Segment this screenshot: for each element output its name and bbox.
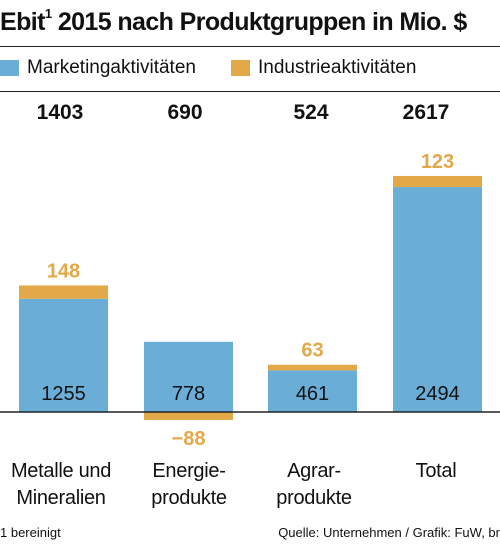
bar-marketing-0 [19,298,108,412]
data-label-marketing-1: 778 [172,383,205,405]
legend-rule [0,91,500,92]
bar-marketing-3 [393,187,482,412]
category-label-2: Agrar-produkte [276,460,352,509]
chart-title: Ebit1 2015 nach Produktgruppen in Mio. $ [0,5,467,36]
total-label-1: 690 [167,101,203,124]
legend-label-industrie: Industrieaktivitäten [258,57,417,78]
total-label-0: 1403 [36,101,84,124]
footnote: 1 bereinigt [0,525,61,540]
data-label-industrie-3: 123 [421,151,454,173]
data-label-industrie-1: −88 [172,428,206,450]
category-label-0: Metalle und Mineralien [10,460,112,509]
data-label-industrie-0: 148 [47,260,80,282]
legend-swatch-marketing [0,60,19,76]
legend-swatch-industrie [231,60,250,76]
bar-marketing-1 [144,341,233,412]
bar-industrie-3 [393,175,482,188]
title-rule [0,46,500,47]
bar-industrie-1 [144,412,233,420]
legend-item-marketing: Marketingaktivitäten [0,57,196,79]
category-label-3: Total [415,460,457,482]
legend-label-marketing: Marketingaktivitäten [27,57,196,78]
legend-item-industrie: Industrieaktivitäten [231,57,416,79]
category-label-1: Energie-produkte [151,460,227,509]
total-label-2: 524 [293,101,329,124]
bar-industrie-0 [19,285,108,299]
bar-marketing-2 [268,370,357,412]
data-label-marketing-0: 1255 [41,383,86,405]
data-label-marketing-3: 2494 [415,383,460,405]
data-label-marketing-2: 461 [296,383,329,405]
data-label-industrie-2: 63 [301,340,323,362]
source-credit: Quelle: Unternehmen / Grafik: FuW, br [278,525,500,540]
bar-industrie-2 [268,364,357,371]
total-label-3: 2617 [402,101,450,124]
